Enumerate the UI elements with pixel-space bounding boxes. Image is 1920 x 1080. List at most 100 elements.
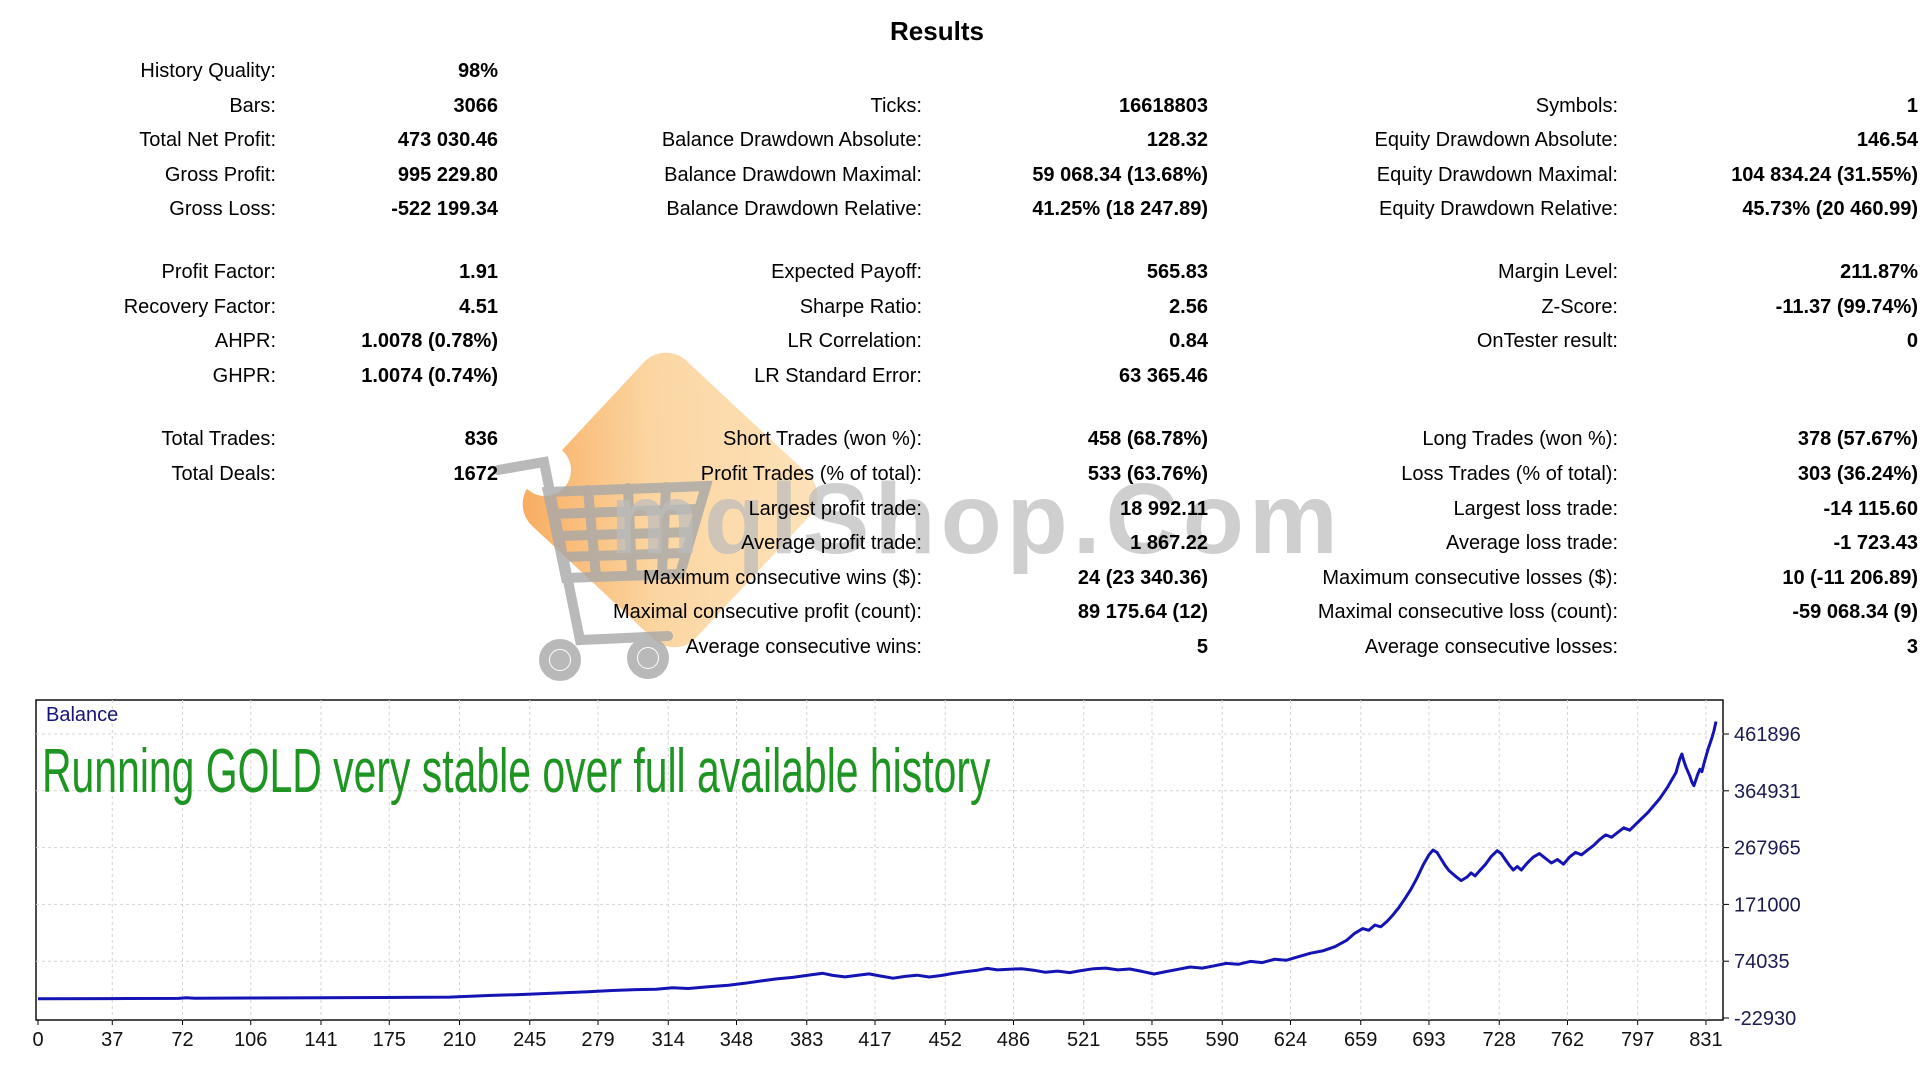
stat-value: 89 175.64 (12) — [1077, 601, 1208, 624]
x-axis-label: 797 — [1621, 1029, 1654, 1051]
stat-label: Average loss trade: — [1446, 532, 1618, 555]
x-axis-label: 521 — [1067, 1029, 1100, 1051]
stat-value: 1.0074 (0.74%) — [361, 364, 498, 387]
stat-label: Total Net Profit: — [139, 129, 276, 152]
x-axis-label: 693 — [1412, 1029, 1445, 1051]
x-axis-label: 141 — [304, 1029, 337, 1051]
stat-value: 3 — [1906, 635, 1918, 658]
y-axis-label: 74035 — [1734, 951, 1790, 973]
stat-label: Total Deals: — [171, 462, 277, 485]
stat-label: LR Correlation: — [787, 330, 922, 353]
x-axis-label: 590 — [1206, 1029, 1239, 1051]
x-axis-label: 624 — [1274, 1029, 1307, 1051]
stat-value: 1.0078 (0.78%) — [361, 330, 498, 353]
stat-value: 16618803 — [1119, 94, 1208, 117]
stat-label: Recovery Factor: — [123, 295, 276, 318]
stat-label: Margin Level: — [1497, 260, 1618, 283]
stat-value: -11.37 (99.74%) — [1775, 295, 1918, 318]
stat-label: Ticks: — [870, 94, 922, 117]
stat-value: 45.73% (20 460.99) — [1742, 198, 1918, 221]
stat-value: -59 068.34 (9) — [1792, 601, 1918, 624]
y-axis-label: -22930 — [1734, 1008, 1796, 1030]
stat-value: 211.87% — [1840, 260, 1918, 283]
stat-value: 1 867.22 — [1130, 532, 1208, 555]
stat-label: Maximum consecutive losses ($): — [1322, 566, 1618, 589]
stat-label: Largest loss trade: — [1453, 497, 1618, 520]
stat-label: Z-Score: — [1541, 295, 1618, 318]
stat-label: Total Trades: — [161, 428, 276, 451]
stat-value: 1 — [1906, 94, 1918, 117]
stat-value: -522 199.34 — [391, 198, 498, 221]
x-axis-label: 383 — [790, 1029, 823, 1051]
stat-label: Balance Drawdown Relative: — [666, 198, 922, 221]
x-axis-label: 452 — [929, 1029, 962, 1051]
stat-label: Maximal consecutive loss (count): — [1317, 601, 1618, 624]
y-axis-label: 364931 — [1734, 781, 1801, 803]
stat-label: OnTester result: — [1476, 330, 1618, 353]
x-axis-label: 210 — [443, 1029, 476, 1051]
y-axis-label: 461896 — [1734, 724, 1801, 746]
stat-value: 303 (36.24%) — [1797, 462, 1918, 485]
stat-value: 146.54 — [1856, 129, 1918, 152]
x-axis-label: 72 — [171, 1029, 193, 1051]
chart-annotation: Running GOLD very stable over full avail… — [42, 737, 991, 806]
stat-value: 24 (23 340.36) — [1077, 566, 1208, 589]
page-title: Results — [890, 16, 984, 46]
y-axis-label: 267965 — [1734, 838, 1801, 860]
stat-value: 63 365.46 — [1119, 364, 1208, 387]
stat-value: 995 229.80 — [397, 163, 498, 186]
stat-value: 0.84 — [1169, 330, 1208, 353]
stat-value: 836 — [464, 428, 498, 451]
stat-value: 128.32 — [1146, 129, 1208, 152]
stat-value: -1 723.43 — [1833, 532, 1918, 555]
x-axis-label: 728 — [1483, 1029, 1516, 1051]
x-axis-label: 348 — [720, 1029, 753, 1051]
stat-label: AHPR: — [214, 330, 276, 353]
stat-value: 3066 — [453, 94, 499, 117]
stat-label: Gross Loss: — [169, 198, 276, 221]
stat-value: 0 — [1906, 330, 1918, 353]
stat-value: 41.25% (18 247.89) — [1032, 198, 1208, 221]
stat-label: Sharpe Ratio: — [799, 295, 922, 318]
stat-value: 1672 — [453, 462, 499, 485]
stat-value: 533 (63.76%) — [1087, 462, 1208, 485]
stat-value: 104 834.24 (31.55%) — [1731, 163, 1918, 186]
stat-value: -14 115.60 — [1823, 497, 1918, 520]
stat-label: Symbols: — [1535, 94, 1618, 117]
stat-label: Equity Drawdown Maximal: — [1376, 163, 1618, 186]
stat-label: Balance Drawdown Absolute: — [661, 129, 922, 152]
stat-label: Expected Payoff: — [771, 260, 922, 283]
stat-label: GHPR: — [212, 364, 276, 387]
x-axis-label: 106 — [234, 1029, 267, 1051]
stat-value: 18 992.11 — [1120, 497, 1208, 520]
balance-line — [37, 721, 1718, 1001]
x-axis-label: 417 — [858, 1029, 891, 1051]
stat-value: 10 (-11 206.89) — [1782, 566, 1918, 589]
stat-value: 378 (57.67%) — [1797, 428, 1918, 451]
x-axis-label: 37 — [101, 1029, 123, 1051]
x-axis-label: 314 — [652, 1029, 685, 1051]
stat-value: 59 068.34 (13.68%) — [1032, 163, 1208, 186]
stat-label: Gross Profit: — [164, 163, 276, 186]
stat-value: 4.51 — [459, 295, 498, 318]
x-axis-label: 831 — [1689, 1029, 1722, 1051]
x-axis-label: 175 — [373, 1029, 406, 1051]
stat-value: 5 — [1196, 635, 1208, 658]
stat-label: History Quality: — [140, 60, 276, 82]
stat-value: 1.91 — [459, 260, 498, 283]
stat-value: 458 (68.78%) — [1087, 428, 1208, 451]
stat-label: Average consecutive losses: — [1364, 635, 1618, 658]
stat-label: Long Trades (won %): — [1422, 428, 1618, 451]
y-axis-label: 171000 — [1734, 894, 1801, 916]
x-axis-label: 555 — [1135, 1029, 1168, 1051]
stat-value: 2.56 — [1169, 295, 1208, 318]
x-axis-label: 279 — [581, 1029, 614, 1051]
stat-value: 565.83 — [1146, 260, 1208, 283]
stat-label: Loss Trades (% of total): — [1401, 462, 1618, 485]
stat-label: Bars: — [229, 94, 276, 117]
stat-value: 98% — [457, 60, 498, 82]
x-axis-label: 486 — [997, 1029, 1030, 1051]
x-axis-label: 762 — [1551, 1029, 1584, 1051]
